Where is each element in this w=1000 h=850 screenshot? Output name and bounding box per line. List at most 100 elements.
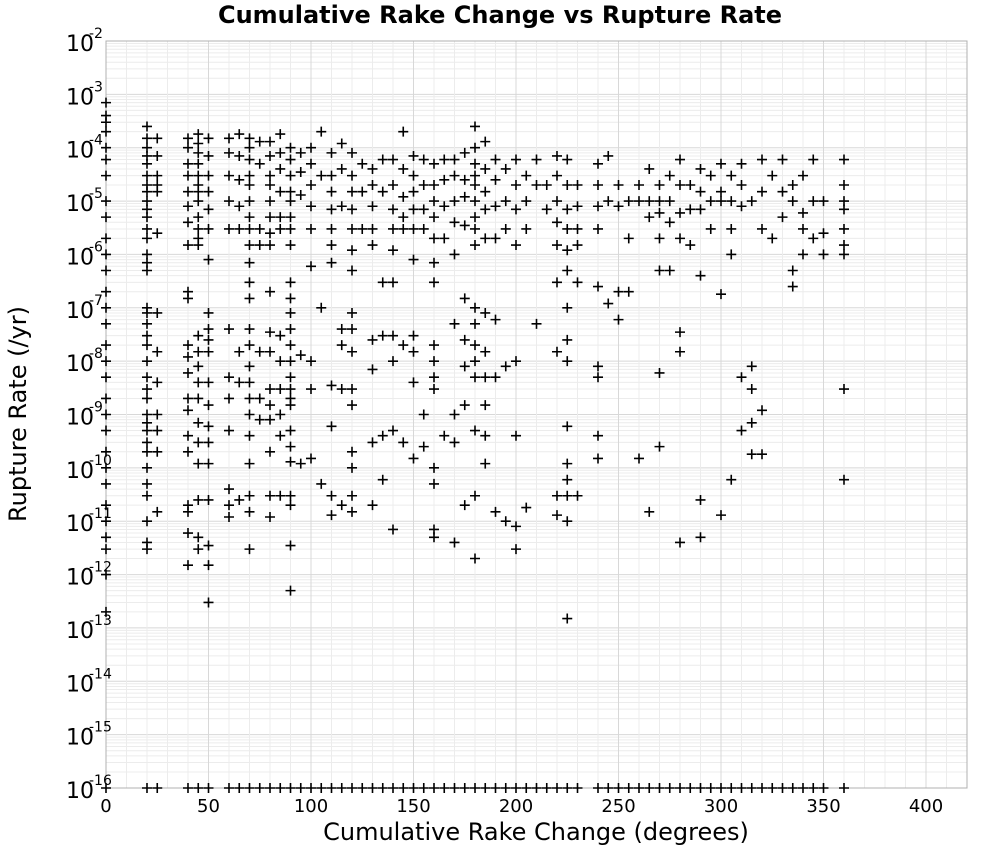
data-point [101, 265, 111, 276]
data-point [705, 170, 716, 181]
data-point [142, 186, 152, 197]
data-point [531, 154, 542, 165]
data-point [408, 223, 419, 234]
data-point [552, 196, 562, 207]
data-point [562, 490, 573, 501]
y-tick-exponent: -2 [89, 26, 103, 42]
data-point [449, 196, 460, 207]
data-point [439, 430, 450, 441]
y-tick-label: 10-3 [66, 79, 103, 110]
data-point [254, 393, 265, 404]
data-point [152, 170, 163, 181]
y-tick-exponent: -13 [89, 613, 112, 629]
data-point [449, 154, 460, 165]
data-point [705, 223, 716, 234]
data-point [675, 207, 685, 218]
data-point [347, 245, 357, 256]
data-point [244, 212, 255, 223]
x-tick-label: 300 [704, 796, 738, 817]
data-point [244, 180, 255, 191]
data-point [490, 314, 501, 325]
y-tick-exponent: -10 [89, 453, 112, 469]
data-point [306, 201, 316, 212]
data-point [193, 158, 204, 169]
data-point [470, 196, 480, 207]
data-point [265, 400, 275, 411]
data-point [101, 286, 111, 297]
data-point [562, 204, 573, 215]
y-tick-base: 10 [66, 459, 94, 484]
data-point [613, 314, 624, 325]
data-point [203, 346, 214, 357]
data-point [705, 783, 716, 793]
data-point [203, 421, 214, 432]
data-point [459, 220, 470, 231]
data-point [203, 307, 214, 318]
data-point [572, 277, 583, 288]
data-point [808, 196, 819, 207]
data-point [429, 340, 439, 351]
data-point [552, 150, 562, 161]
data-point [490, 174, 501, 185]
data-point [388, 180, 398, 191]
data-point [429, 180, 439, 191]
y-tick-exponent: -9 [89, 400, 103, 416]
data-point [367, 201, 378, 212]
data-point [265, 180, 275, 191]
y-tick-label: 10-16 [66, 773, 112, 804]
data-point [490, 233, 501, 244]
data-point [818, 228, 829, 239]
data-point [142, 372, 152, 383]
data-point [695, 783, 706, 793]
data-point [203, 560, 214, 571]
y-tick-label: 10-6 [66, 239, 103, 270]
data-point [142, 356, 152, 367]
data-point [347, 490, 357, 501]
data-point [562, 474, 573, 485]
data-point [152, 377, 163, 388]
data-point [757, 783, 767, 793]
data-point [459, 191, 470, 202]
data-point [839, 204, 849, 215]
data-point [418, 204, 429, 215]
data-point [552, 783, 562, 793]
data-point [500, 223, 511, 234]
data-point [336, 324, 347, 335]
data-point [306, 453, 316, 464]
data-point [265, 170, 275, 181]
data-point [470, 553, 480, 564]
data-point [326, 240, 337, 251]
y-tick-base: 10 [66, 299, 94, 324]
data-point [388, 277, 398, 288]
data-point [675, 783, 685, 793]
data-point [757, 223, 767, 234]
data-point [142, 318, 152, 329]
x-axis-ticks: 0 50 100 150 200 250 300 350 400 [100, 796, 943, 817]
data-point [726, 170, 737, 181]
data-point [193, 346, 204, 357]
data-point [480, 458, 491, 469]
data-point [142, 478, 152, 489]
data-point [203, 254, 214, 265]
y-tick-label: 10-14 [66, 666, 112, 697]
data-point [193, 240, 204, 251]
data-point [470, 180, 480, 191]
data-point [265, 150, 275, 161]
data-point [234, 494, 245, 505]
data-point [347, 223, 357, 234]
data-point [244, 458, 255, 469]
data-point [654, 180, 665, 191]
data-point [511, 430, 521, 441]
data-point [265, 783, 275, 793]
data-point [152, 307, 163, 318]
data-point [347, 506, 357, 517]
data-point [408, 330, 419, 341]
data-point [326, 223, 337, 234]
data-point [459, 334, 470, 345]
data-point [572, 201, 583, 212]
data-point [408, 453, 419, 464]
data-point [541, 783, 552, 793]
data-point [254, 783, 265, 793]
data-point [695, 532, 706, 543]
data-point [244, 133, 255, 144]
